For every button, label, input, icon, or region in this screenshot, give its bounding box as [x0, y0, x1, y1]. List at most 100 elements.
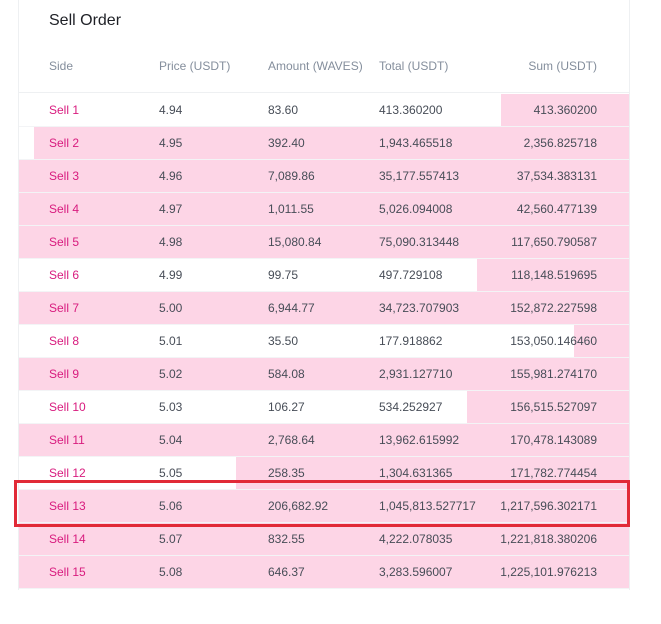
- price-cell: 5.07: [159, 532, 183, 546]
- total-cell: 1,943.465518: [379, 136, 453, 150]
- sum-cell: 170,478.143089: [510, 433, 597, 447]
- column-header-amount[interactable]: Amount (WAVES): [268, 59, 363, 73]
- side-cell: Sell 13: [49, 499, 86, 513]
- price-cell: 4.95: [159, 136, 183, 150]
- order-row[interactable]: Sell 6 4.99 99.75 497.729108 118,148.519695: [19, 259, 629, 292]
- column-header-sum[interactable]: Sum (USDT): [528, 59, 597, 73]
- side-cell: Sell 4: [49, 202, 80, 216]
- order-row[interactable]: Sell 2 4.95 392.40 1,943.465518 2,356.825718: [19, 127, 629, 160]
- amount-cell: 584.08: [268, 367, 305, 381]
- sum-cell: 155,981.274170: [510, 367, 597, 381]
- order-row[interactable]: Sell 1 4.94 83.60 413.360200 413.360200: [19, 94, 629, 127]
- total-cell: 497.729108: [379, 268, 443, 282]
- sum-cell: 42,560.477139: [516, 202, 597, 216]
- side-cell: Sell 14: [49, 532, 86, 546]
- amount-cell: 99.75: [268, 268, 299, 282]
- total-cell: 13,962.615992: [379, 433, 460, 447]
- amount-cell: 7,089.86: [268, 169, 315, 183]
- sum-cell: 152,872.227598: [510, 301, 597, 315]
- total-cell: 4,222.078035: [379, 532, 453, 546]
- price-cell: 4.94: [159, 103, 183, 117]
- side-cell: Sell 6: [49, 268, 80, 282]
- order-row[interactable]: Sell 5 4.98 15,080.84 75,090.313448 117,650.…: [19, 226, 629, 259]
- total-cell: 34,723.707903: [379, 301, 460, 315]
- side-cell: Sell 5: [49, 235, 80, 249]
- depth-bar: [467, 391, 629, 423]
- price-cell: 5.03: [159, 400, 183, 414]
- order-row[interactable]: Sell 7 5.00 6,944.77 34,723.707903 152,872.2…: [19, 292, 629, 325]
- total-cell: 3,283.596007: [379, 565, 453, 579]
- order-row[interactable]: Sell 8 5.01 35.50 177.918862 153,050.146460: [19, 325, 629, 358]
- depth-bar: [500, 94, 629, 126]
- total-cell: 177.918862: [379, 334, 443, 348]
- total-cell: 2,931.127710: [379, 367, 453, 381]
- order-row[interactable]: Sell 10 5.03 106.27 534.252927 156,515.52709…: [19, 391, 629, 424]
- price-cell: 5.08: [159, 565, 183, 579]
- sum-cell: 156,515.527097: [510, 400, 597, 414]
- side-cell: Sell 1: [49, 103, 80, 117]
- order-rows: Sell 1 4.94 83.60 413.360200 413.360200 Sell …: [19, 94, 629, 589]
- depth-bar: [19, 160, 629, 192]
- amount-cell: 83.60: [268, 103, 299, 117]
- sum-cell: 2,356.825718: [523, 136, 597, 150]
- sum-cell: 1,225,101.976213: [500, 565, 597, 579]
- order-row[interactable]: Sell 13 5.06 206,682.92 1,045,813.527717 1,2…: [19, 490, 629, 523]
- order-row[interactable]: Sell 4 4.97 1,011.55 5,026.094008 42,560.477…: [19, 193, 629, 226]
- amount-cell: 206,682.92: [268, 499, 329, 513]
- side-cell: Sell 10: [49, 400, 86, 414]
- amount-cell: 832.55: [268, 532, 305, 546]
- price-cell: 5.02: [159, 367, 183, 381]
- sum-cell: 153,050.146460: [510, 334, 597, 348]
- column-header-total[interactable]: Total (USDT): [379, 59, 449, 73]
- sum-cell: 171,782.774454: [510, 466, 597, 480]
- depth-bar: [19, 490, 629, 522]
- order-row[interactable]: Sell 14 5.07 832.55 4,222.078035 1,221,818.3…: [19, 523, 629, 556]
- sell-order-panel: Sell Order Side Price (USDT) Amount (WAV…: [18, 0, 630, 590]
- side-cell: Sell 2: [49, 136, 80, 150]
- price-cell: 5.05: [159, 466, 183, 480]
- amount-cell: 6,944.77: [268, 301, 315, 315]
- depth-bar: [19, 358, 629, 390]
- column-header-price[interactable]: Price (USDT): [159, 59, 231, 73]
- depth-bar: [19, 424, 629, 456]
- amount-cell: 15,080.84: [268, 235, 322, 249]
- order-row[interactable]: Sell 15 5.08 646.37 3,283.596007 1,225,101.9…: [19, 556, 629, 589]
- depth-bar: [476, 259, 629, 291]
- total-cell: 534.252927: [379, 400, 443, 414]
- order-row[interactable]: Sell 11 5.04 2,768.64 13,962.615992 170,478.…: [19, 424, 629, 457]
- price-cell: 5.00: [159, 301, 183, 315]
- total-cell: 1,304.631365: [379, 466, 453, 480]
- depth-bar: [19, 523, 629, 555]
- price-cell: 5.01: [159, 334, 183, 348]
- side-cell: Sell 8: [49, 334, 80, 348]
- depth-bar: [19, 556, 629, 588]
- column-header-side[interactable]: Side: [49, 59, 74, 73]
- side-cell: Sell 3: [49, 169, 80, 183]
- sum-cell: 1,217,596.302171: [500, 499, 597, 513]
- total-cell: 75,090.313448: [379, 235, 460, 249]
- side-cell: Sell 11: [49, 433, 85, 447]
- table-header: Side Price (USDT) Amount (WAVES) Total (…: [19, 48, 629, 93]
- price-cell: 5.06: [159, 499, 183, 513]
- side-cell: Sell 15: [49, 565, 86, 579]
- price-cell: 4.98: [159, 235, 183, 249]
- depth-bar: [34, 127, 629, 159]
- order-row[interactable]: Sell 12 5.05 258.35 1,304.631365 171,782.774…: [19, 457, 629, 490]
- sum-cell: 413.360200: [533, 103, 597, 117]
- depth-bar: [19, 193, 629, 225]
- sum-cell: 118,148.519695: [511, 268, 597, 282]
- depth-bar: [19, 226, 629, 258]
- total-cell: 1,045,813.527717: [379, 499, 476, 513]
- amount-cell: 258.35: [268, 466, 305, 480]
- amount-cell: 106.27: [268, 400, 305, 414]
- price-cell: 5.04: [159, 433, 183, 447]
- amount-cell: 35.50: [268, 334, 299, 348]
- depth-bar: [19, 292, 629, 324]
- side-cell: Sell 9: [49, 367, 80, 381]
- order-row[interactable]: Sell 9 5.02 584.08 2,931.127710 155,981.2741…: [19, 358, 629, 391]
- total-cell: 5,026.094008: [379, 202, 453, 216]
- panel-title: Sell Order: [49, 12, 122, 29]
- sum-cell: 1,221,818.380206: [500, 532, 597, 546]
- order-row[interactable]: Sell 3 4.96 7,089.86 35,177.557413 37,534.38…: [19, 160, 629, 193]
- sum-cell: 37,534.383131: [516, 169, 597, 183]
